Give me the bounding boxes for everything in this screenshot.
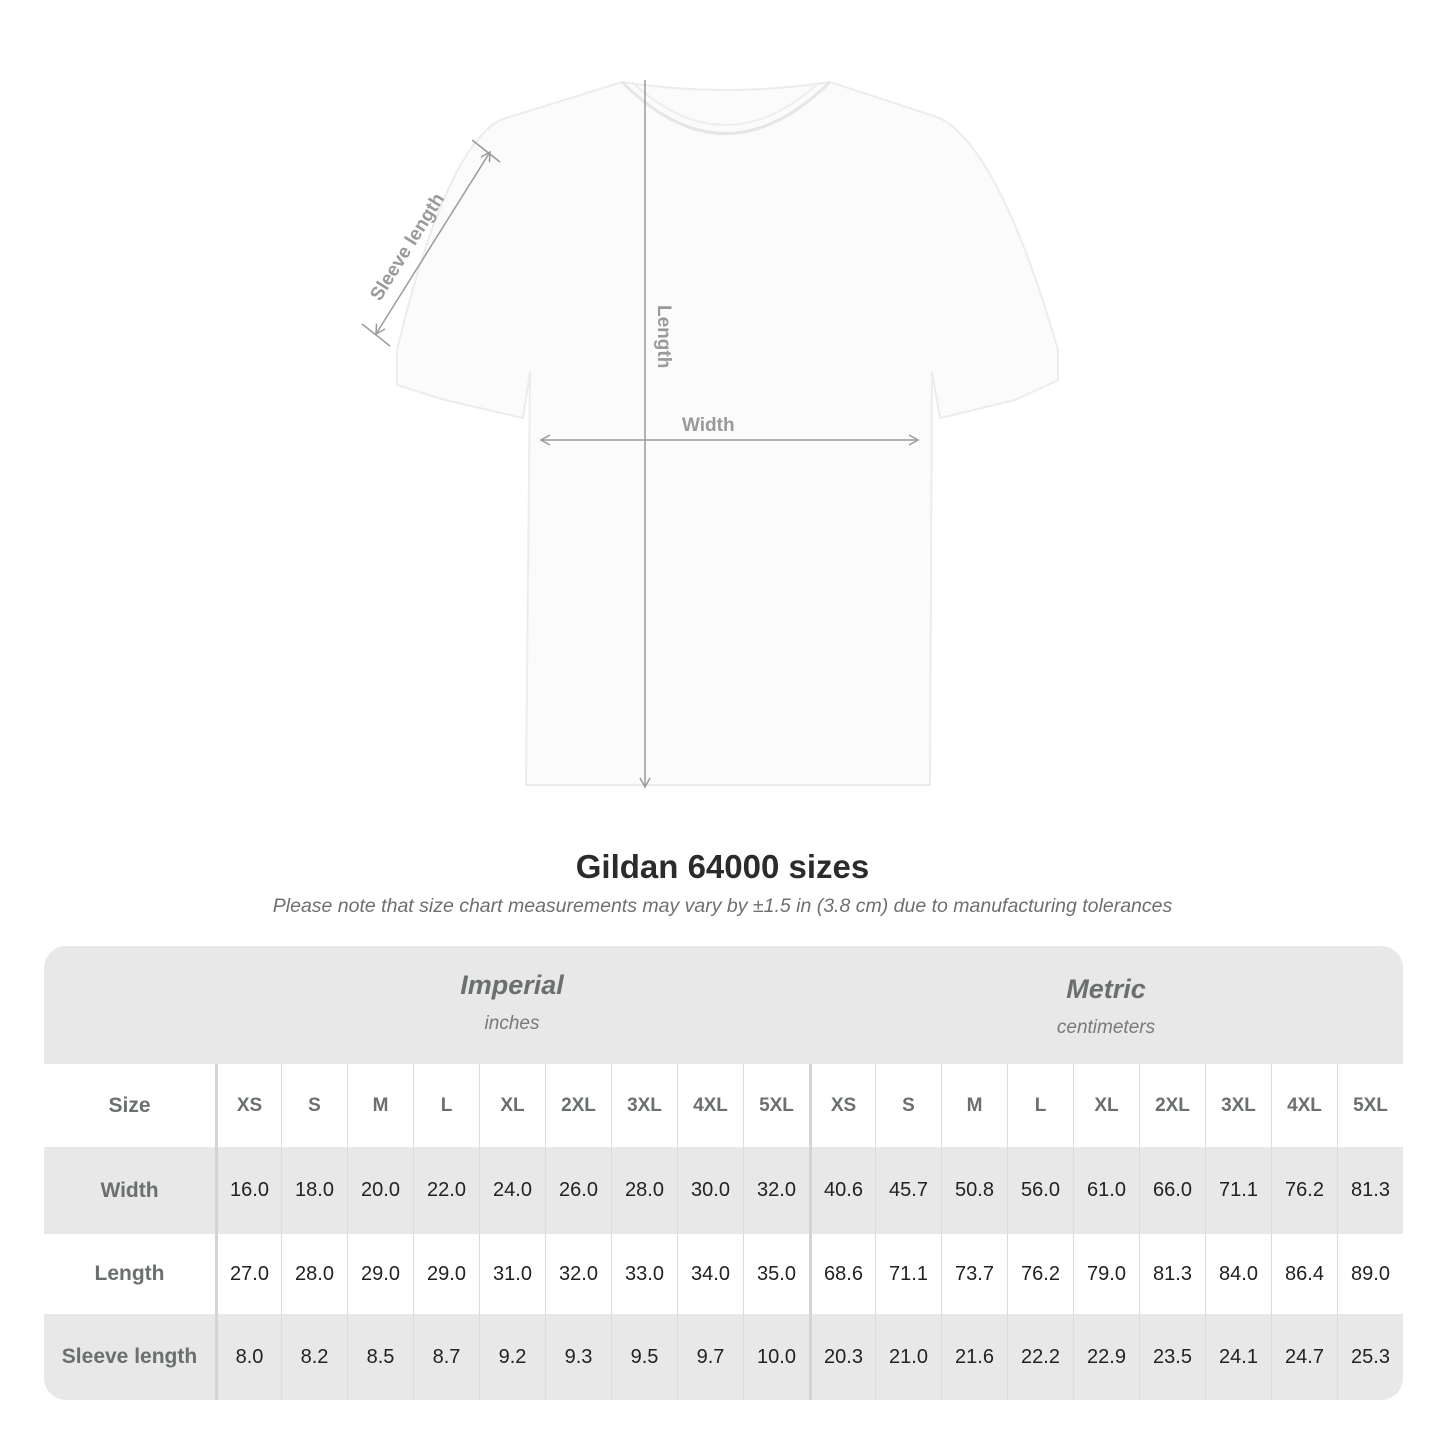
row-label: Length [94,1262,165,1285]
table-cell-imperial: 20.0 [347,1147,413,1234]
size-table: Imperial inches Metric centimeters Size X… [44,946,1403,1400]
table-cell-metric: 81.3 [1139,1234,1205,1314]
sleeve-measure-tick [361,323,391,347]
table-cell-metric: 86.4 [1271,1234,1337,1314]
group-metric: Metric centimeters [809,974,1403,1039]
table-cell-metric: 40.6 [809,1147,875,1234]
table-cell-metric: 24.1 [1205,1314,1271,1400]
width-label: Width [682,415,735,436]
table-row: Sleeve length 8.0 8.2 8.5 8.7 9.2 9.3 9.5 9.7 10.… [44,1314,1403,1400]
table-header-band [44,946,1403,1064]
size-column-header: XS [809,1064,875,1147]
size-column-header: 3XL [1205,1064,1271,1147]
table-cell-metric: 66.0 [1139,1147,1205,1234]
sleeve-measure-tick [471,139,501,163]
size-column-header: S [875,1064,941,1147]
table-cell-imperial: 26.0 [545,1147,611,1234]
size-column-header: XS [215,1064,281,1147]
sleeve-measure-line [375,150,491,336]
table-cell-imperial: 28.0 [281,1234,347,1314]
table-cell-imperial: 32.0 [545,1234,611,1314]
table-cell-imperial: 28.0 [611,1147,677,1234]
table-cell-metric: 21.0 [875,1314,941,1400]
table-cell-metric: 45.7 [875,1147,941,1234]
table-cell-metric: 89.0 [1337,1234,1403,1314]
size-header-label: Size [108,1093,151,1117]
size-column-header: L [413,1064,479,1147]
table-cell-metric: 76.2 [1007,1234,1073,1314]
size-column-header: 3XL [611,1064,677,1147]
tshirt-measurement-diagram: Length Width Sleeve length [361,80,1059,789]
table-cell-imperial: 10.0 [743,1314,809,1400]
table-cell-metric: 22.9 [1073,1314,1139,1400]
table-cell-metric: 61.0 [1073,1147,1139,1234]
table-row: Length 27.0 28.0 29.0 29.0 31.0 32.0 33.0 34.0 35… [44,1234,1403,1314]
size-column-header: 2XL [1139,1064,1205,1147]
table-cell-imperial: 31.0 [479,1234,545,1314]
table-cell-metric: 21.6 [941,1314,1007,1400]
row-label: Width [100,1178,159,1202]
table-cell-imperial: 34.0 [677,1234,743,1314]
table-cell-imperial: 9.2 [479,1314,545,1400]
size-column-header: S [281,1064,347,1147]
size-column-header: 4XL [677,1064,743,1147]
table-cell-imperial: 33.0 [611,1234,677,1314]
table-cell-imperial: 8.7 [413,1314,479,1400]
table-cell-metric: 25.3 [1337,1314,1403,1400]
table-cell-imperial: 22.0 [413,1147,479,1234]
table-cell-imperial: 30.0 [677,1147,743,1234]
table-cell-imperial: 27.0 [215,1234,281,1314]
table-cell-imperial: 9.3 [545,1314,611,1400]
table-cell-imperial: 9.7 [677,1314,743,1400]
table-cell-imperial: 32.0 [743,1147,809,1234]
table-cell-metric: 81.3 [1337,1147,1403,1234]
table-cell-imperial: 8.0 [215,1314,281,1400]
table-cell-metric: 76.2 [1271,1147,1337,1234]
table-cell-metric: 73.7 [941,1234,1007,1314]
group-name: Metric [1066,974,1146,1004]
table-cell-metric: 79.0 [1073,1234,1139,1314]
table-cell-metric: 71.1 [875,1234,941,1314]
size-column-header: XL [1073,1064,1139,1147]
size-column-header: L [1007,1064,1073,1147]
group-unit: centimeters [1056,1017,1156,1038]
size-column-header: M [941,1064,1007,1147]
page-title: Gildan 64000 sizes [575,848,870,885]
table-cell-metric: 84.0 [1205,1234,1271,1314]
table-cell-imperial: 29.0 [347,1234,413,1314]
group-imperial: Imperial inches [215,970,809,1035]
table-cell-imperial: 35.0 [743,1234,809,1314]
tolerance-note: Please note that size chart measurements… [272,895,1173,917]
table-cell-imperial: 9.5 [611,1314,677,1400]
table-cell-metric: 23.5 [1139,1314,1205,1400]
group-name: Imperial [460,970,564,1000]
table-cell-metric: 50.8 [941,1147,1007,1234]
table-cell-metric: 24.7 [1271,1314,1337,1400]
table-cell-imperial: 8.2 [281,1314,347,1400]
table-cell-metric: 71.1 [1205,1147,1271,1234]
row-label: Sleeve length [61,1345,198,1368]
table-cell-imperial: 29.0 [413,1234,479,1314]
size-column-header: 5XL [743,1064,809,1147]
size-column-header: 5XL [1337,1064,1403,1147]
group-unit: inches [484,1013,540,1034]
collar-inner [631,81,821,126]
size-column-header: M [347,1064,413,1147]
collar [620,80,832,135]
length-label: Length [653,305,674,368]
table-cell-metric: 68.6 [809,1234,875,1314]
table-cell-imperial: 16.0 [215,1147,281,1234]
table-cell-metric: 22.2 [1007,1314,1073,1400]
size-column-header: 2XL [545,1064,611,1147]
table-cell-imperial: 24.0 [479,1147,545,1234]
table-cell-imperial: 18.0 [281,1147,347,1234]
table-cell-metric: 20.3 [809,1314,875,1400]
size-header-row: Size XS S M L XL 2XL 3XL 4XL 5XL XS S M L XL 2XL 3XL 4XL 5… [44,1064,1403,1147]
table-cell-imperial: 8.5 [347,1314,413,1400]
size-column-header: XL [479,1064,545,1147]
table-cell-metric: 56.0 [1007,1147,1073,1234]
table-row: Width 16.0 18.0 20.0 22.0 24.0 26.0 28.0 30.0 32.… [44,1147,1403,1234]
size-column-header: 4XL [1271,1064,1337,1147]
